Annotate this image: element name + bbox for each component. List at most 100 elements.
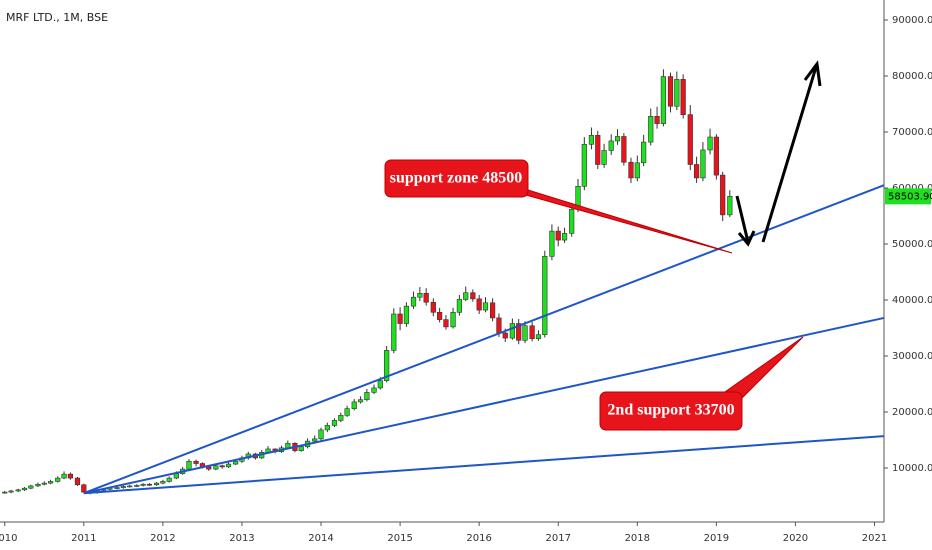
x-tick-label: 2017 (546, 533, 571, 544)
candle-body (364, 392, 370, 400)
candle-body (233, 460, 239, 465)
candle-body (470, 292, 476, 300)
candle-body (384, 350, 390, 381)
candle-body (522, 325, 528, 341)
candle-body (312, 438, 318, 442)
plot-area (2, 69, 885, 495)
candle-body (377, 380, 383, 389)
candle-body (127, 485, 133, 488)
arrow-up (761, 66, 818, 243)
candle-body (693, 164, 700, 179)
candle-body (680, 79, 686, 115)
x-tick-label: 2013 (229, 533, 254, 544)
arrow-head (737, 230, 756, 247)
callout: 2nd support 33700 (599, 336, 804, 431)
candle-body (614, 136, 621, 142)
candle-body (634, 162, 640, 179)
candle-body (569, 208, 575, 234)
candle-body (344, 408, 350, 416)
callout-pointer (514, 185, 733, 254)
x-tick-label: 2011 (71, 533, 96, 544)
candle-body (28, 485, 34, 489)
candle-body (67, 473, 73, 479)
candle-body (140, 483, 146, 486)
candle-body (687, 114, 693, 165)
candle-body (15, 489, 21, 492)
candle-body (516, 323, 522, 341)
candle-body (450, 312, 456, 328)
candle-body (397, 313, 403, 324)
callout-box (599, 391, 743, 431)
candle-body (588, 135, 595, 145)
candle-body (120, 486, 126, 488)
candle-body (318, 429, 324, 440)
y-tick-label: 40000.00 (892, 295, 932, 306)
candle-body (225, 463, 232, 468)
candle-body (410, 296, 417, 307)
candle-body (700, 149, 706, 179)
candle-body (713, 136, 719, 176)
candle-body (391, 313, 397, 351)
candle-body (35, 483, 41, 487)
candle-body (41, 482, 47, 485)
candle-body (21, 487, 28, 491)
last-price-label: 58503.90 (888, 191, 932, 202)
candle-body (55, 477, 61, 482)
callout-box (384, 159, 529, 198)
y-tick-label: 30000.00 (892, 351, 932, 362)
candle-body (674, 79, 680, 107)
trendline (83, 435, 885, 495)
y-tick-label: 50000.00 (892, 239, 932, 250)
x-tick-label: 2021 (862, 533, 887, 544)
trendline (83, 184, 885, 495)
candle-body (549, 230, 555, 257)
x-tick-label: 2016 (466, 533, 491, 544)
candle-body (482, 302, 489, 311)
candle-body (654, 116, 660, 124)
x-tick-label: 2015 (387, 533, 412, 544)
x-tick-label: 2014 (308, 533, 333, 544)
candle-body (166, 477, 172, 482)
candle-body (601, 150, 607, 165)
x-tick-label: 2019 (704, 533, 729, 544)
y-tick-label: 80000.00 (892, 71, 932, 82)
arrows (735, 60, 822, 247)
candle-body (489, 302, 496, 319)
candle-body (476, 298, 482, 311)
y-tick-label: 70000.00 (892, 127, 932, 138)
x-tick-label: 2010 (0, 533, 17, 544)
candle-body (338, 415, 344, 421)
trendline (83, 316, 885, 495)
callout-text: support zone 48500 (390, 170, 522, 187)
candle-body (502, 332, 508, 339)
candle-body (496, 317, 502, 334)
candle-body (595, 135, 601, 165)
candle-body (430, 301, 436, 313)
candle-body (529, 325, 535, 339)
chart-title: MRF LTD., 1M, BSE (6, 11, 108, 24)
candle-body (47, 481, 54, 484)
candle-body (134, 485, 140, 487)
candle-body (186, 460, 192, 470)
candle-body (561, 233, 568, 241)
y-tick-label: 20000.00 (892, 407, 932, 418)
y-tick-label: 10000.00 (892, 463, 932, 474)
candle-body (437, 312, 443, 320)
candle-body (61, 473, 67, 479)
candle-body (193, 460, 199, 464)
candle-body (153, 482, 160, 486)
candle-body (608, 140, 614, 151)
callout-pointer (720, 336, 804, 401)
candle-body (331, 420, 338, 426)
candle-body (357, 399, 364, 403)
candle-body (555, 230, 561, 241)
candle-body (641, 141, 647, 164)
candle-body (403, 305, 410, 324)
candle-body (509, 323, 515, 339)
candle-body (298, 446, 304, 451)
candle-body (707, 136, 713, 151)
candle-body (114, 487, 120, 489)
candle-body (146, 483, 153, 486)
candle-body (74, 477, 81, 486)
candle-body (206, 466, 212, 470)
